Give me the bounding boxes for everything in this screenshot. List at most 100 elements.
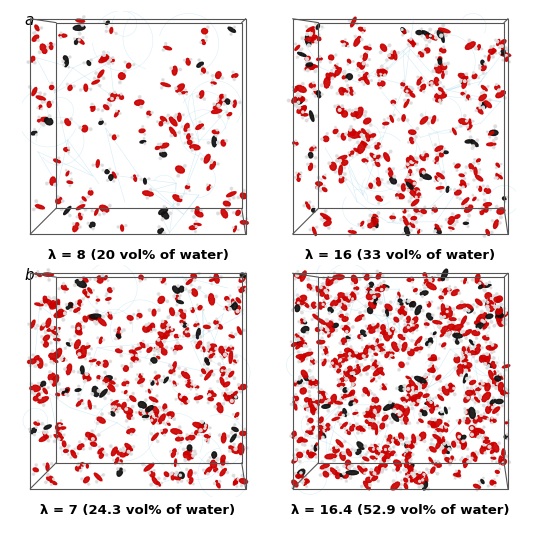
Polygon shape xyxy=(112,135,116,139)
Polygon shape xyxy=(222,99,224,101)
Polygon shape xyxy=(390,115,393,122)
Polygon shape xyxy=(41,335,43,337)
Polygon shape xyxy=(108,302,110,304)
Polygon shape xyxy=(215,135,217,137)
Polygon shape xyxy=(235,413,239,418)
Polygon shape xyxy=(483,300,485,302)
Polygon shape xyxy=(414,288,417,292)
Polygon shape xyxy=(140,106,142,108)
Polygon shape xyxy=(223,354,227,356)
Polygon shape xyxy=(464,80,466,82)
Polygon shape xyxy=(54,297,57,300)
Polygon shape xyxy=(404,478,408,482)
Polygon shape xyxy=(304,302,309,308)
Polygon shape xyxy=(59,432,61,434)
Polygon shape xyxy=(143,413,146,416)
Polygon shape xyxy=(349,20,351,22)
Polygon shape xyxy=(369,44,371,46)
Polygon shape xyxy=(440,225,442,227)
Polygon shape xyxy=(205,467,212,474)
Polygon shape xyxy=(144,278,147,280)
Polygon shape xyxy=(221,370,223,372)
Polygon shape xyxy=(44,101,46,103)
Polygon shape xyxy=(469,345,471,347)
Polygon shape xyxy=(478,77,480,79)
Polygon shape xyxy=(297,452,303,458)
Polygon shape xyxy=(397,184,400,186)
Polygon shape xyxy=(479,428,481,429)
Polygon shape xyxy=(302,117,304,119)
Polygon shape xyxy=(439,53,441,55)
Polygon shape xyxy=(429,278,431,279)
Polygon shape xyxy=(404,458,409,468)
Polygon shape xyxy=(235,355,237,358)
Polygon shape xyxy=(227,301,229,302)
Polygon shape xyxy=(170,135,173,137)
Polygon shape xyxy=(179,335,181,336)
Polygon shape xyxy=(308,390,311,393)
Polygon shape xyxy=(416,197,417,198)
Polygon shape xyxy=(216,325,219,327)
Polygon shape xyxy=(295,177,296,178)
Polygon shape xyxy=(421,35,423,37)
Polygon shape xyxy=(58,335,59,337)
Polygon shape xyxy=(233,478,238,485)
Polygon shape xyxy=(332,362,333,364)
Polygon shape xyxy=(125,447,131,456)
Polygon shape xyxy=(458,420,461,424)
Polygon shape xyxy=(464,172,466,174)
Polygon shape xyxy=(322,347,324,348)
Polygon shape xyxy=(58,382,61,386)
Polygon shape xyxy=(74,284,76,287)
Polygon shape xyxy=(201,68,206,73)
Polygon shape xyxy=(429,365,430,367)
Polygon shape xyxy=(232,74,238,78)
Polygon shape xyxy=(370,414,375,420)
Polygon shape xyxy=(475,337,478,340)
Polygon shape xyxy=(450,131,451,132)
Polygon shape xyxy=(164,46,172,50)
Polygon shape xyxy=(154,349,156,352)
Polygon shape xyxy=(493,325,496,327)
Polygon shape xyxy=(346,368,349,370)
Polygon shape xyxy=(75,301,77,303)
Polygon shape xyxy=(189,190,191,192)
Polygon shape xyxy=(344,428,346,430)
Polygon shape xyxy=(367,157,368,159)
Polygon shape xyxy=(496,400,498,402)
Polygon shape xyxy=(90,314,101,319)
Polygon shape xyxy=(98,448,103,454)
Polygon shape xyxy=(316,435,318,437)
Polygon shape xyxy=(409,327,415,332)
Polygon shape xyxy=(368,422,377,429)
Polygon shape xyxy=(437,186,444,189)
Polygon shape xyxy=(433,320,442,324)
Polygon shape xyxy=(339,378,344,383)
Polygon shape xyxy=(504,387,506,390)
Polygon shape xyxy=(476,323,485,328)
Polygon shape xyxy=(342,111,348,117)
Polygon shape xyxy=(429,397,431,399)
Polygon shape xyxy=(442,24,445,27)
Polygon shape xyxy=(418,52,424,57)
Polygon shape xyxy=(59,432,61,434)
Polygon shape xyxy=(136,374,138,375)
Polygon shape xyxy=(312,433,314,435)
Polygon shape xyxy=(222,403,225,405)
Polygon shape xyxy=(424,277,425,279)
Polygon shape xyxy=(348,376,350,378)
Polygon shape xyxy=(407,449,410,451)
Polygon shape xyxy=(174,474,176,476)
Polygon shape xyxy=(178,131,181,134)
Polygon shape xyxy=(320,346,323,348)
Polygon shape xyxy=(351,301,353,303)
Polygon shape xyxy=(229,199,230,201)
Polygon shape xyxy=(503,365,510,368)
Polygon shape xyxy=(407,449,409,451)
Polygon shape xyxy=(428,40,431,43)
Polygon shape xyxy=(381,352,383,354)
Polygon shape xyxy=(234,424,236,426)
Polygon shape xyxy=(181,403,183,405)
Polygon shape xyxy=(443,187,445,189)
Polygon shape xyxy=(363,426,365,427)
